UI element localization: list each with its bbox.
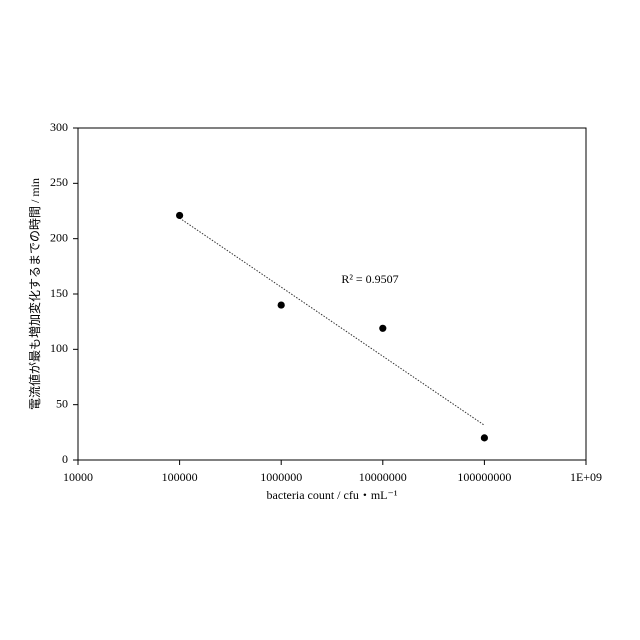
x-tick-label: 1000000 — [260, 470, 302, 484]
y-tick-label: 100 — [50, 341, 68, 355]
x-tick-label: 100000 — [162, 470, 198, 484]
x-tick-label: 100000000 — [457, 470, 511, 484]
page: bacteria count / cfu・mL⁻¹ 電流値が最も増加変化するまで… — [0, 0, 640, 640]
x-tick-label: 10000000 — [359, 470, 407, 484]
y-tick-label: 0 — [62, 452, 68, 466]
plot-frame — [78, 128, 586, 460]
y-tick-label: 150 — [50, 286, 68, 300]
point — [176, 212, 183, 219]
trendline — [180, 218, 485, 425]
y-tick-label: 250 — [50, 175, 68, 189]
y-tick-label: 200 — [50, 230, 68, 244]
x-axis-label: bacteria count / cfu・mL⁻¹ — [267, 488, 398, 502]
point — [278, 301, 285, 308]
y-tick-label: 300 — [50, 120, 68, 134]
y-tick-label: 50 — [56, 396, 68, 410]
y-axis-label: 電流値が最も増加変化するまでの時間 / min — [27, 178, 42, 410]
point — [481, 434, 488, 441]
point — [379, 325, 386, 332]
chart: bacteria count / cfu・mL⁻¹ 電流値が最も増加変化するまで… — [0, 0, 640, 640]
annotation: R² = 0.9507 — [341, 272, 398, 286]
x-tick-label: 10000 — [63, 470, 93, 484]
x-tick-label: 1E+09 — [570, 470, 602, 484]
